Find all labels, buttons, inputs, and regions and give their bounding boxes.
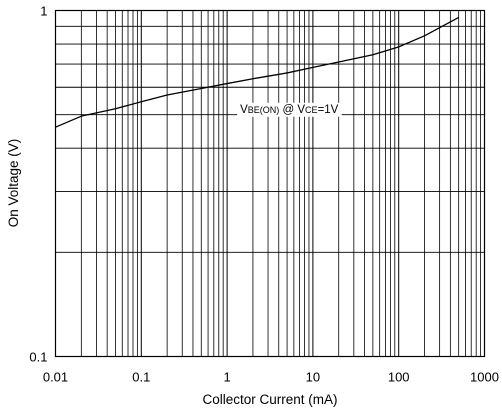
x-tick-label: 10 (306, 370, 320, 385)
series-point (424, 35, 426, 37)
annotation-text-part: V (240, 104, 248, 116)
series-point (286, 72, 288, 74)
plot-frame (54, 9, 486, 358)
series-point (166, 94, 168, 96)
annotation-label: VBE(ON) @ VCE=1V (240, 104, 339, 116)
y-axis-title: On Voltage (V) (6, 139, 21, 228)
series-point (398, 46, 400, 48)
series-point (252, 78, 254, 80)
series-point (312, 67, 314, 69)
series-point (458, 17, 460, 19)
series-point (115, 108, 117, 110)
grid-lines (55, 10, 485, 357)
x-tick-label: 100 (388, 370, 410, 385)
y-tick-label: 1 (40, 4, 47, 19)
annotation-text-part: BE(ON) (248, 105, 280, 115)
x-tick-label: 0.01 (43, 370, 68, 385)
annotation-text-part: CE (305, 105, 318, 115)
curve-annotation: VBE(ON) @ VCE=1V (237, 102, 342, 117)
x-tick-label: 1 (223, 370, 230, 385)
x-axis-title: Collector Current (mA) (202, 392, 337, 407)
annotation-text-part: =1V (318, 104, 339, 116)
series-point (141, 101, 143, 103)
series-line (55, 16, 459, 128)
annotation-layer: VBE(ON) @ VCE=1V (237, 102, 342, 117)
series-point (200, 88, 202, 90)
series-point (372, 54, 374, 56)
series-point (338, 61, 340, 63)
annotation-background (237, 102, 342, 117)
series-layer (55, 16, 460, 128)
annotation-text-part: @ V (279, 104, 305, 116)
x-tick-label: 1000 (470, 370, 499, 385)
tick-labels: 0.01 0.1 1 10 100 1000 0.1 1 (29, 4, 499, 385)
series-point (226, 83, 228, 85)
series-point (81, 115, 83, 117)
x-tick-label: 0.1 (132, 370, 150, 385)
y-tick-label: 0.1 (29, 350, 47, 365)
